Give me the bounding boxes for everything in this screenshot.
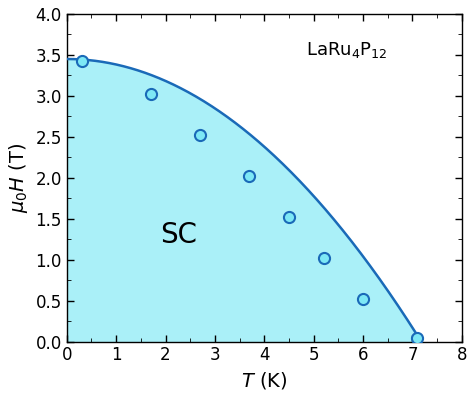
Y-axis label: $\mu_0 H$ (T): $\mu_0 H$ (T) [7,142,30,213]
Text: SC: SC [161,221,198,249]
Text: LaRu$_4$P$_{12}$: LaRu$_4$P$_{12}$ [306,40,388,60]
X-axis label: $T$ (K): $T$ (K) [241,370,288,391]
